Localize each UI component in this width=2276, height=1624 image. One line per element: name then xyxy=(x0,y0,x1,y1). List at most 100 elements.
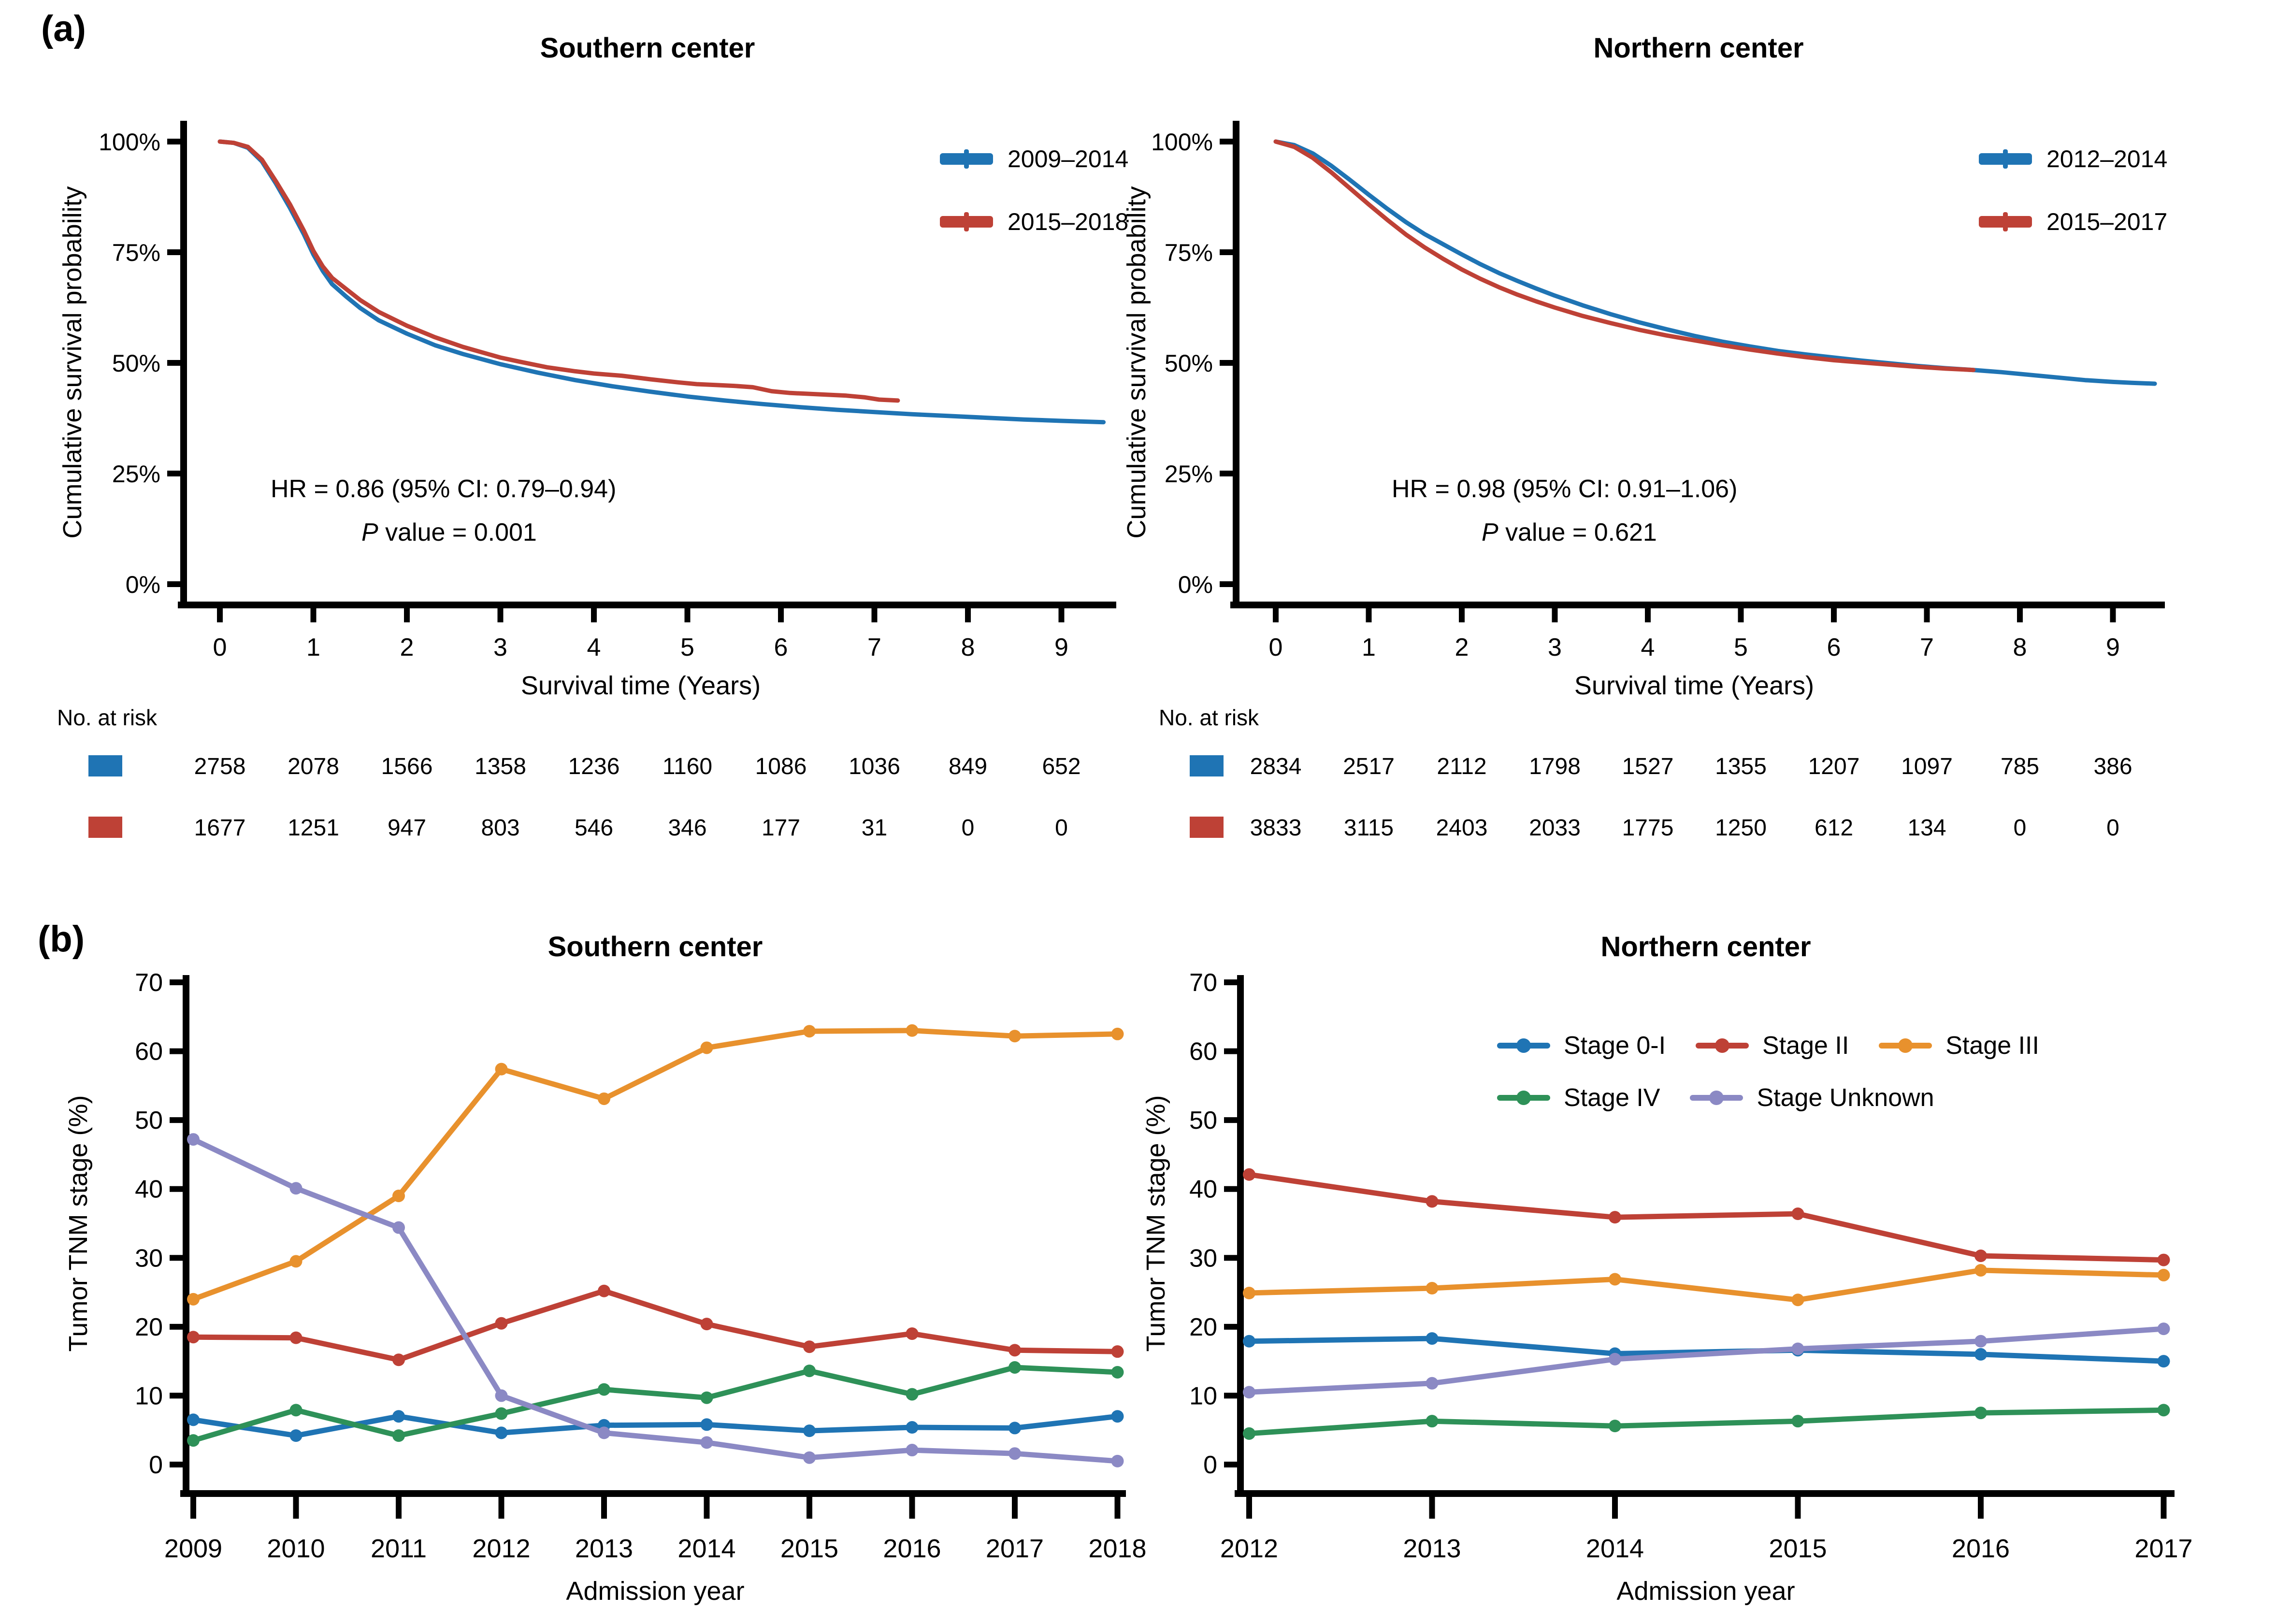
marker-dot xyxy=(1974,1348,1987,1361)
marker-dot xyxy=(1974,1407,1987,1420)
x-tick-label: 6 xyxy=(774,633,788,661)
marker-dot-icon xyxy=(1516,1091,1531,1105)
tnm_north-series-stage-unknown xyxy=(1246,1326,2166,1395)
x-tick-label: 2013 xyxy=(1403,1534,1461,1563)
legend-line-swatch xyxy=(1696,1038,1749,1053)
km-north-at-risk-header: No. at risk xyxy=(1159,705,1259,730)
y-tick-label: 25% xyxy=(112,460,160,488)
legend-item: Stage III xyxy=(1879,1032,2039,1060)
tnm_south-series-stage-0-i xyxy=(190,1413,1120,1438)
marker-dot xyxy=(598,1426,610,1439)
marker-dot xyxy=(1609,1352,1621,1365)
marker-dot xyxy=(906,1444,919,1457)
tnm_south-series-stage-unknown xyxy=(190,1136,1120,1464)
x-tick-label: 1 xyxy=(1362,633,1376,661)
at-risk-value: 652 xyxy=(1042,754,1080,779)
at-risk-value: 1207 xyxy=(1808,754,1860,779)
tnm-north-xlabel: Admission year xyxy=(1616,1577,1795,1606)
at-risk-value: 1251 xyxy=(288,815,339,841)
marker-dot xyxy=(1008,1422,1021,1435)
x-tick-label: 2012 xyxy=(1220,1534,1278,1563)
at-risk-value: 1677 xyxy=(194,815,246,841)
at-risk-swatch xyxy=(88,755,122,776)
legend-item: Stage 0-I xyxy=(1497,1032,1666,1060)
at-risk-value: 2078 xyxy=(288,754,339,779)
x-tick-label: 3 xyxy=(1548,633,1562,661)
censor-tick-icon xyxy=(964,212,969,231)
marker-dot xyxy=(1111,1027,1124,1040)
marker-dot xyxy=(1609,1273,1621,1286)
km_south-series-2015-2018 xyxy=(217,139,900,403)
legend-label: Stage Unknown xyxy=(1757,1084,1934,1112)
tnm-south-ylabel: Tumor TNM stage (%) xyxy=(64,1095,93,1352)
marker-dot xyxy=(2157,1268,2170,1281)
p-symbol: P xyxy=(361,518,378,546)
censor-tick-icon xyxy=(2003,212,2008,231)
y-tick-label: 70 xyxy=(135,969,163,997)
x-tick-label: 0 xyxy=(1269,633,1283,661)
at-risk-swatch xyxy=(1190,755,1224,776)
legend-row: Stage IV Stage Unknown xyxy=(1497,1084,2039,1112)
marker-dot xyxy=(187,1293,200,1306)
x-tick-label: 0 xyxy=(213,633,227,661)
at-risk-value: 2758 xyxy=(194,754,246,779)
marker-dot xyxy=(803,1424,816,1437)
at-risk-value: 2834 xyxy=(1250,754,1302,779)
x-tick-label: 7 xyxy=(867,633,881,661)
marker-dot xyxy=(906,1421,919,1434)
at-risk-value: 1355 xyxy=(1715,754,1767,779)
legend-label: Stage IV xyxy=(1564,1084,1660,1112)
p-rest: value = 0.621 xyxy=(1498,518,1657,546)
marker-dot xyxy=(187,1413,200,1426)
km_north-series-2012-2014 xyxy=(1273,139,2157,386)
marker-dot xyxy=(392,1221,405,1234)
legend-tnm-north: Stage 0-I Stage II Stage III Stage IV St… xyxy=(1497,1032,2039,1112)
y-tick-label: 50% xyxy=(1165,350,1213,377)
tnm_north-series-stage-iv xyxy=(1246,1407,2166,1437)
marker-dot xyxy=(289,1255,303,1268)
marker-dot xyxy=(803,1365,816,1378)
marker-dot xyxy=(495,1407,508,1420)
tnm_north-series-stage-0-i xyxy=(1246,1336,2166,1364)
at-risk-value: 849 xyxy=(949,754,987,779)
at-risk-value: 2112 xyxy=(1437,754,1486,779)
x-tick-label: 2016 xyxy=(1952,1534,2010,1563)
km-north-xlabel: Survival time (Years) xyxy=(1574,671,1815,700)
marker-dot xyxy=(1111,1410,1124,1423)
km_north-series-2015-2017 xyxy=(1273,139,1976,373)
marker-dot xyxy=(187,1331,200,1344)
at-risk-value: 1236 xyxy=(568,754,620,779)
marker-dot xyxy=(187,1133,200,1146)
marker-dot-icon xyxy=(1709,1091,1724,1105)
x-tick-label: 2010 xyxy=(267,1534,325,1563)
km-south-p-annotation: P value = 0.001 xyxy=(361,518,537,547)
marker-dot xyxy=(1111,1454,1124,1467)
y-tick-label: 40 xyxy=(135,1176,163,1204)
marker-dot xyxy=(1974,1335,1987,1348)
marker-dot xyxy=(187,1434,200,1447)
x-tick-label: 2 xyxy=(1455,633,1469,661)
panel-b-label: (b) xyxy=(38,919,85,960)
marker-dot xyxy=(1426,1377,1439,1390)
legend-line-swatch xyxy=(940,212,993,231)
x-tick-label: 7 xyxy=(1920,633,1934,661)
marker-dot xyxy=(392,1189,405,1202)
km-north-ylabel: Cumulative survival probability xyxy=(1122,186,1151,539)
y-tick-label: 20 xyxy=(135,1313,163,1341)
y-tick-label: 60 xyxy=(1189,1038,1217,1066)
y-tick-label: 75% xyxy=(112,239,160,266)
x-tick-label: 9 xyxy=(2106,633,2120,661)
x-tick-label: 2014 xyxy=(677,1534,735,1563)
censor-tick-icon xyxy=(964,149,969,169)
legend-row: Stage 0-I Stage II Stage III xyxy=(1497,1032,2039,1060)
y-tick-label: 0% xyxy=(126,571,160,598)
legend-label: 2015–2017 xyxy=(2046,208,2168,235)
marker-dot xyxy=(598,1092,610,1105)
at-risk-value: 3115 xyxy=(1344,815,1394,841)
tnm_north-series-stage-iii xyxy=(1246,1267,2166,1303)
at-risk-swatch xyxy=(1190,817,1224,838)
x-tick-label: 2009 xyxy=(164,1534,222,1563)
marker-dot xyxy=(289,1331,303,1344)
legend-label: Stage 0-I xyxy=(1564,1032,1666,1060)
at-risk-value: 0 xyxy=(2106,815,2119,841)
